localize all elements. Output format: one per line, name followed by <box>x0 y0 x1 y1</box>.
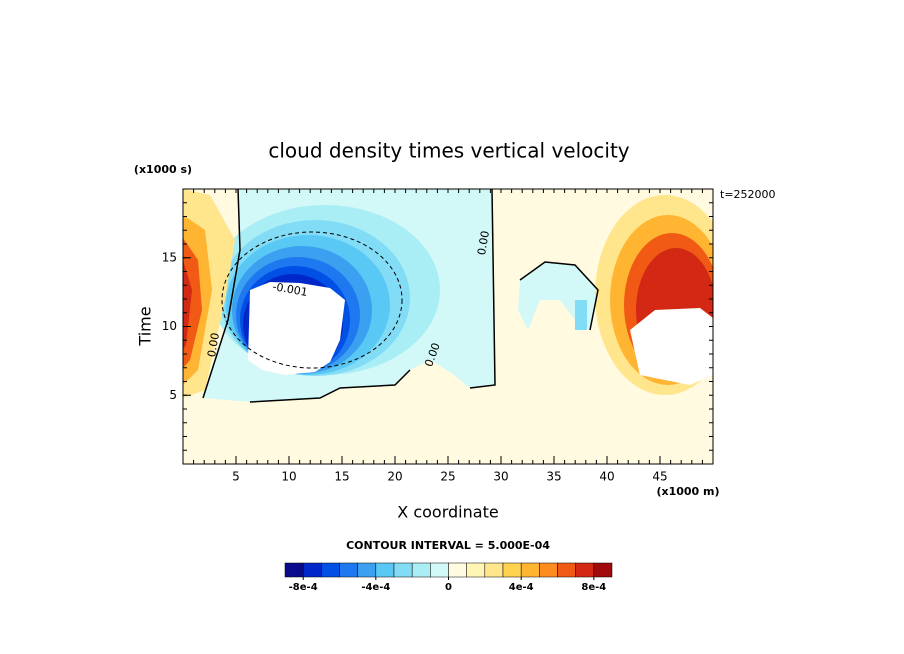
colorbar-swatch <box>357 562 377 578</box>
x-tick-label: 10 <box>281 470 296 484</box>
colorbar-swatch <box>302 562 322 578</box>
colorbar-swatch <box>430 562 449 578</box>
colorbar-swatch <box>448 562 467 578</box>
contour-label: 0.00 <box>205 332 222 358</box>
colorbar-tick-label: 4e-4 <box>509 582 534 593</box>
colorbar-tick-label: -8e-4 <box>289 582 318 593</box>
colorbar-swatch <box>502 562 522 578</box>
colorbar-tick-label: -4e-4 <box>361 582 390 593</box>
colorbar-swatch <box>539 562 558 578</box>
colorbar-swatch <box>284 562 304 578</box>
colorbar-swatch <box>393 562 413 578</box>
x-tick-label: 30 <box>493 470 508 484</box>
contour-label: 0.00 <box>475 230 492 256</box>
contour-label: -0.001 <box>271 280 308 299</box>
x-tick-label: 40 <box>599 470 614 484</box>
colorbar-swatch <box>339 562 358 578</box>
field <box>183 189 713 464</box>
y-unit: (x1000 s) <box>134 163 192 176</box>
colorbar-swatch <box>520 562 540 578</box>
y-axis-label: Time <box>136 306 155 346</box>
colorbar-swatch <box>484 562 504 578</box>
x-tick-label: 35 <box>546 470 561 484</box>
x-tick-label: 45 <box>652 470 667 484</box>
y-tick-label: 5 <box>169 388 177 402</box>
time-label: t=252000 <box>720 188 776 201</box>
colorbar-swatch <box>557 562 576 578</box>
colorbar-swatch <box>321 562 340 578</box>
x-tick-label: 20 <box>387 470 402 484</box>
x-axis-label: X coordinate <box>397 503 498 522</box>
x-tick-label: 15 <box>334 470 349 484</box>
colorbar-swatch <box>575 562 595 578</box>
colorbar-tick-label: 0 <box>445 582 452 593</box>
colorbar-tick-label: 8e-4 <box>581 582 606 593</box>
y-tick-label: 15 <box>162 250 177 264</box>
x-tick-label: 25 <box>440 470 455 484</box>
colorbar-swatch <box>411 562 431 578</box>
chart-title: cloud density times vertical velocity <box>268 139 629 163</box>
contour-interval: CONTOUR INTERVAL = 5.000E-04 <box>346 539 550 552</box>
colorbar-swatch <box>375 562 395 578</box>
colorbar-swatch <box>466 562 486 578</box>
x-tick-label: 5 <box>232 470 240 484</box>
colorbar-swatch <box>593 562 613 578</box>
y-tick-label: 10 <box>162 319 177 333</box>
x-unit: (x1000 m) <box>656 485 719 498</box>
